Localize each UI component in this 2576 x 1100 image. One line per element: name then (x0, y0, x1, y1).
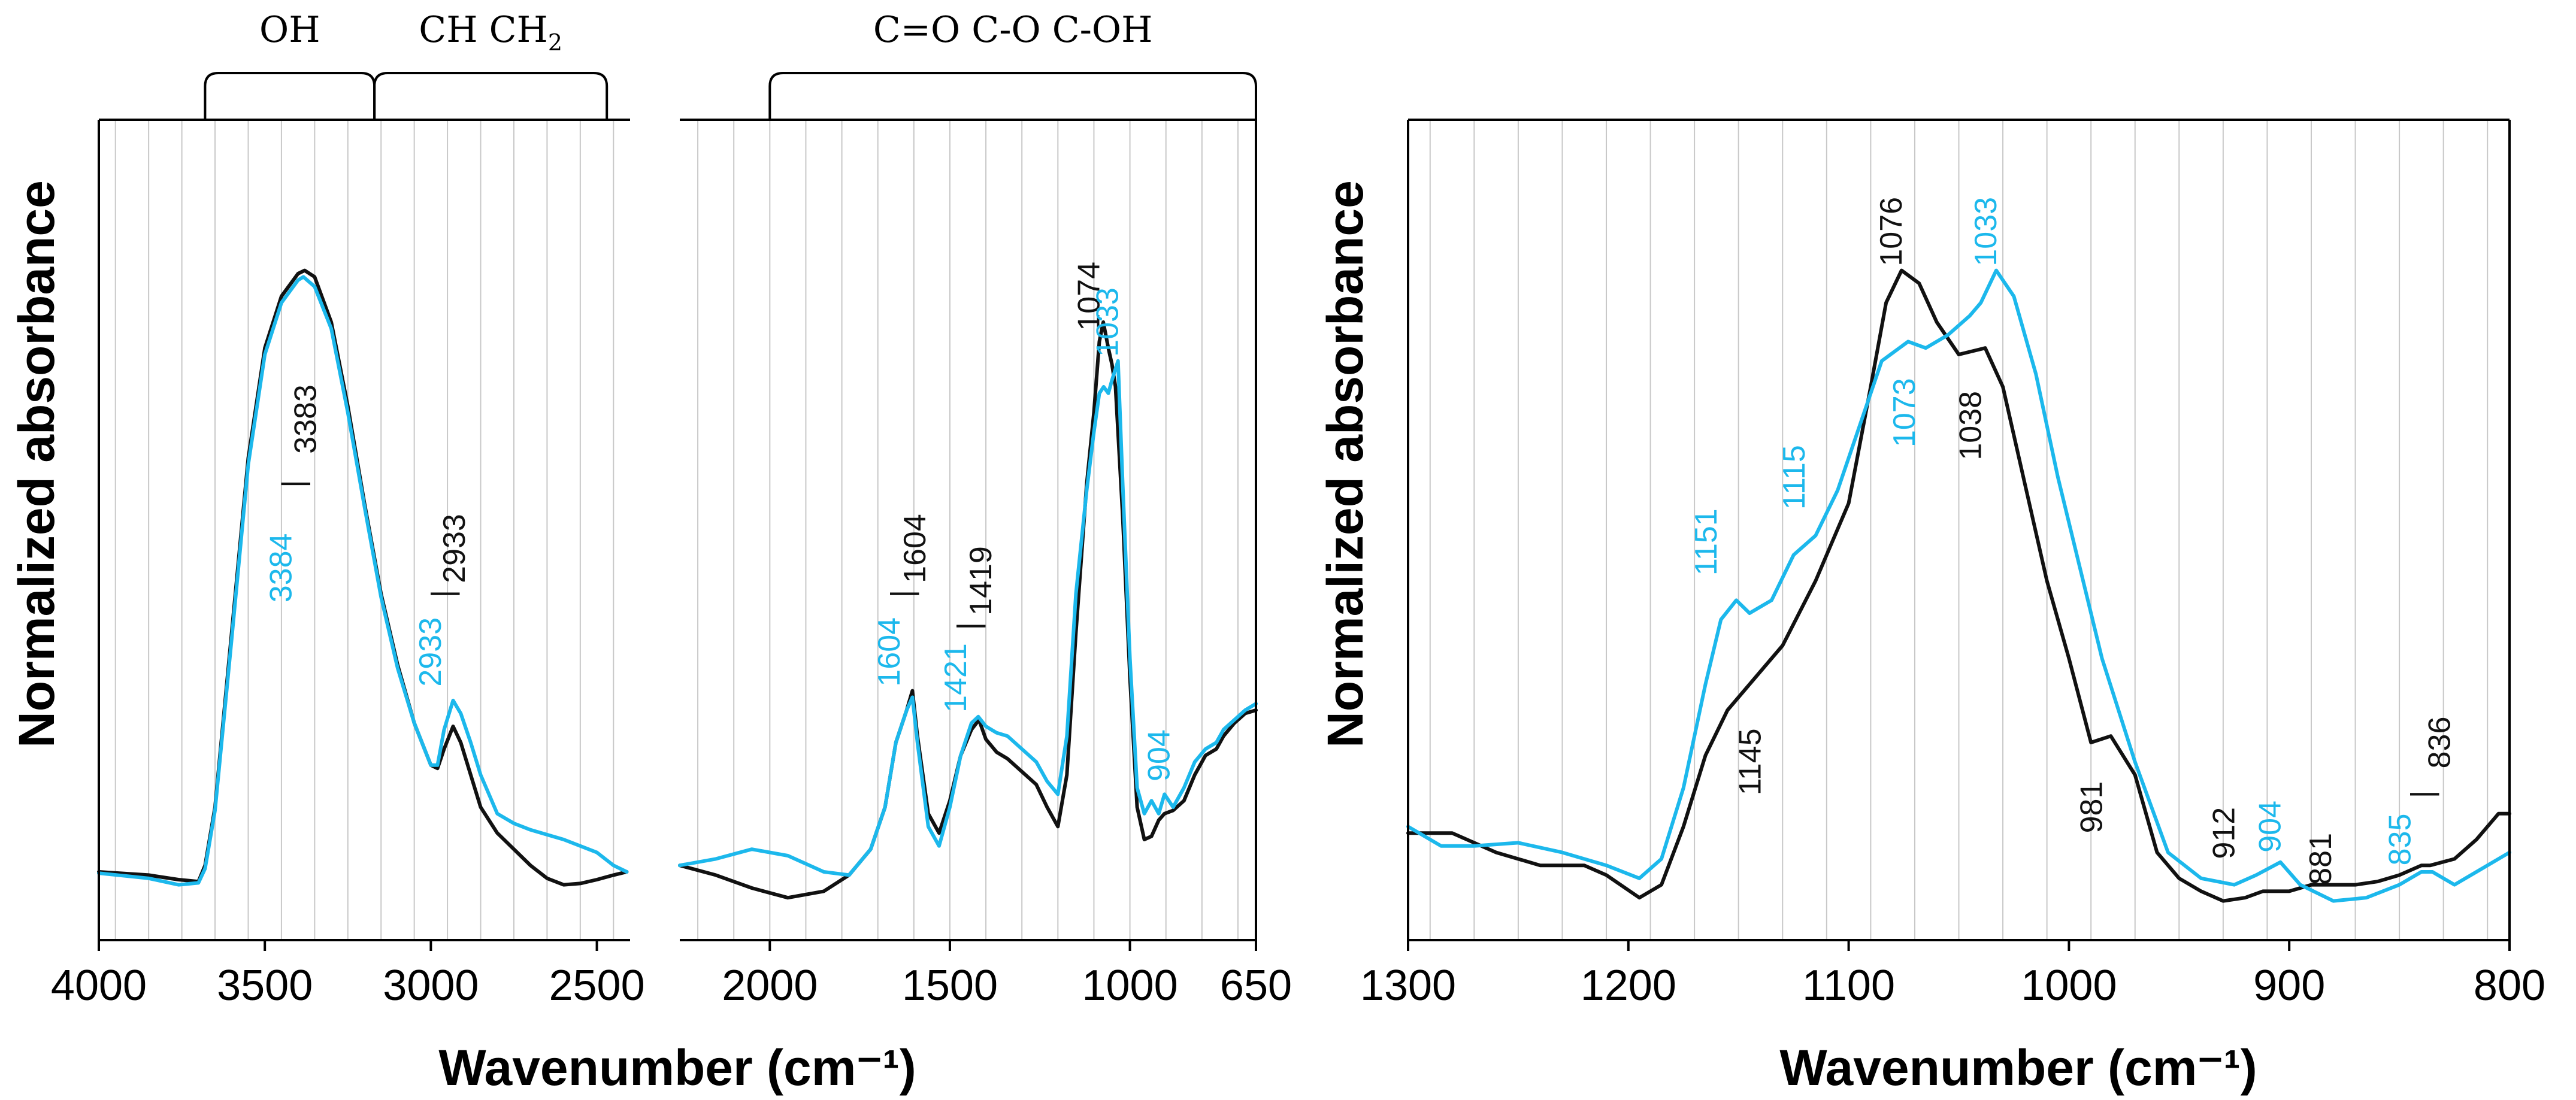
peak-label: 1151 (1689, 508, 1724, 575)
peak-label: 836 (2423, 717, 2457, 769)
band-group-label: C=O C-O C-OH (873, 9, 1153, 51)
left-band-group-brackets: OH CH CH2 C=O C-O C-OH (204, 9, 1257, 120)
right-peak-labels: 1151 1115 1145 1076 1073 1038 1033 981 912 904 881… (1689, 197, 2457, 885)
peak-label: 3383 (289, 384, 323, 454)
peak-label: 881 (2303, 833, 2338, 885)
x-tick-label: 1500 (902, 962, 998, 1010)
band-bracket (204, 72, 376, 120)
left-axes (98, 119, 1257, 941)
x-tick-label: 1000 (2021, 962, 2117, 1010)
x-tick-label: 800 (2474, 962, 2545, 1010)
peak-label: | (276, 480, 311, 488)
series-line-cyan (97, 275, 629, 887)
x-tick-label: 2500 (549, 962, 644, 1010)
peak-label: 1073 (1887, 378, 1922, 447)
left-x-axis-title: Wavenumber (cm⁻¹) (438, 1040, 916, 1096)
peak-label: 904 (2253, 801, 2288, 853)
right-axes (1407, 119, 2511, 941)
x-tick-label: 4000 (51, 962, 147, 1010)
left-gridlines (114, 120, 1239, 940)
x-tick-label: 1100 (1802, 962, 1895, 1010)
x-tick-label: 900 (2253, 962, 2325, 1010)
peak-label: 1419 (964, 546, 998, 616)
peak-label: 1145 (1733, 728, 1768, 795)
series-line-cyan (1406, 268, 2511, 903)
peak-label: | (885, 590, 919, 598)
peak-label: 2933 (437, 514, 472, 583)
right-gridlines (1429, 120, 2489, 940)
peak-label: 1604 (898, 514, 933, 583)
right-y-axis-title: Normalized absorbance (1317, 180, 1373, 748)
band-group-subscript: 2 (548, 29, 562, 56)
peak-label: | (2405, 790, 2439, 799)
left-series (97, 268, 1258, 900)
band-bracket (768, 72, 1257, 120)
band-bracket (373, 72, 609, 120)
right-x-axis-title: Wavenumber (cm⁻¹) (1779, 1040, 2257, 1096)
x-tick-label: 3000 (383, 962, 479, 1010)
x-tick-label: 1300 (1360, 962, 1456, 1010)
peak-label: 981 (2075, 781, 2109, 834)
band-group-label: CH CH2 (419, 9, 562, 56)
left-chart: OH CH CH2 C=O C-O C-OH 3384 | 3383 2933 | 2933 1… (8, 9, 1292, 1096)
x-tick-label: 2000 (722, 962, 818, 1010)
right-series (1406, 268, 2511, 903)
peak-label: 1033 (1969, 197, 2003, 266)
series-line-black (1406, 268, 2511, 903)
band-group-label: OH (259, 9, 320, 51)
peak-label: 1033 (1091, 287, 1125, 357)
peak-label: 1421 (939, 643, 973, 713)
peak-label: | (952, 622, 986, 631)
peak-label: 2933 (413, 617, 448, 687)
peak-label: 904 (1142, 729, 1177, 781)
x-tick-label: 1200 (1581, 962, 1676, 1010)
peak-label: 1074 (1072, 262, 1107, 331)
x-tick-label: 650 (1220, 962, 1292, 1010)
series-line-cyan (678, 359, 1258, 877)
peak-label: 1604 (872, 617, 907, 687)
x-tick-label: 1000 (1082, 962, 1177, 1010)
left-y-axis-title: Normalized absorbance (8, 180, 65, 748)
peak-label: 912 (2206, 807, 2241, 859)
peak-label: 835 (2383, 814, 2418, 866)
right-chart: 1151 1115 1145 1076 1073 1038 1033 981 912 904 881… (1317, 119, 2545, 1096)
x-tick-label: 3500 (217, 962, 313, 1010)
peak-label: 1115 (1777, 445, 1812, 510)
left-peak-labels: 3384 | 3383 2933 | 2933 1604 | 1604 1421 | 1419 1074… (264, 262, 1177, 781)
peak-label: 1076 (1874, 197, 1909, 266)
peak-label: | (426, 590, 461, 598)
right-x-ticks: 1300 1200 1100 1000 900 800 (1360, 940, 2545, 1010)
left-x-ticks: 4000 3500 3000 2500 2000 1500 1000 650 (51, 940, 1292, 1010)
peak-label: 3384 (264, 534, 299, 603)
peak-label: 1038 (1953, 391, 1988, 460)
